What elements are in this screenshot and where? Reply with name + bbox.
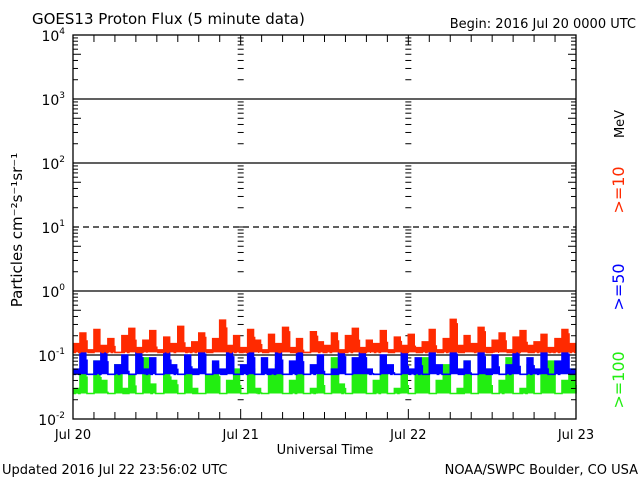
x-tick-label: Jul 20	[54, 428, 91, 443]
x-tick-label: Jul 23	[557, 428, 594, 443]
grid-lines	[73, 34, 576, 420]
legend-label-100mev: >=100	[609, 351, 628, 408]
legend-label-50mev: >=50	[609, 263, 628, 310]
series-group	[73, 318, 577, 395]
chart-subtitle: Begin: 2016 Jul 20 0000 UTC	[450, 17, 636, 32]
x-tick-label: Jul 21	[221, 428, 258, 443]
y-axis-label: Particles cm⁻²s⁻¹sr⁻¹	[8, 153, 26, 307]
y-tick-label: 102	[41, 155, 65, 173]
series-line-gte100	[73, 357, 577, 395]
legend-label-10mev: >=10	[609, 166, 628, 213]
chart-title: GOES13 Proton Flux (5 minute data)	[32, 10, 305, 28]
y-tick-label: 104	[41, 27, 65, 45]
series-line-gte50	[73, 349, 576, 376]
y-tick-label: 10-2	[38, 411, 65, 429]
x-tick-label: Jul 22	[389, 428, 426, 443]
unit-label: MeV	[613, 110, 628, 138]
footer-source: NOAA/SWPC Boulder, CO USA	[445, 463, 638, 478]
y-tick-label: 103	[41, 91, 65, 109]
footer-updated: Updated 2016 Jul 22 23:56:02 UTC	[2, 463, 227, 478]
y-tick-label: 10-1	[38, 347, 65, 365]
series-line-gte10	[73, 318, 576, 354]
y-tick-label: 101	[41, 219, 65, 237]
y-tick-label: 100	[41, 283, 65, 301]
axes: 10-2 10-1 100 101 102 103 104 Jul 20 Jul 21 Jul 2…	[38, 27, 594, 443]
x-axis-label: Universal Time	[277, 443, 374, 458]
